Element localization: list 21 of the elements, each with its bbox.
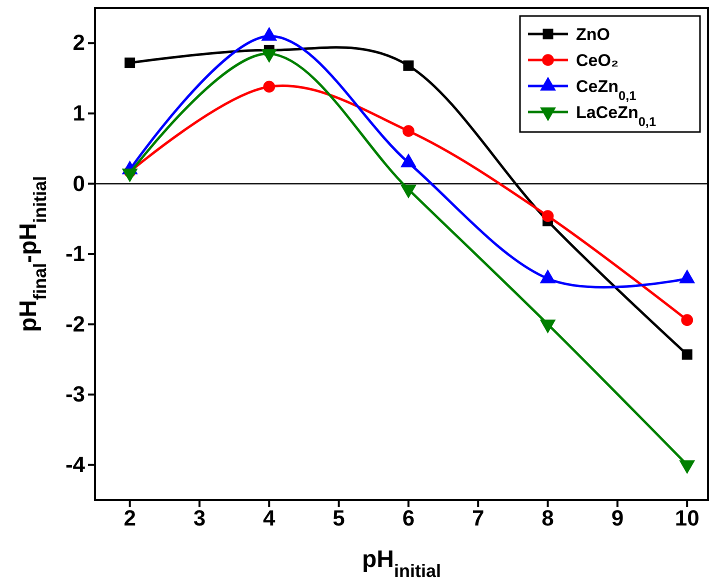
y-tick-label: 0 <box>72 170 85 196</box>
y-tick-label: -4 <box>65 452 86 477</box>
x-tick-label: 2 <box>124 506 136 531</box>
x-tick-label: 10 <box>674 506 700 531</box>
x-tick-label: 3 <box>193 506 206 531</box>
x-tick-label: 5 <box>332 506 345 531</box>
y-tick-label: 2 <box>72 30 85 56</box>
x-tick-label: 4 <box>263 506 276 531</box>
x-tick-label: 7 <box>472 506 484 531</box>
x-tick-label: 8 <box>542 506 554 531</box>
y-tick-label: -3 <box>65 382 85 407</box>
legend-label: CeO₂ <box>576 51 619 70</box>
y-tick-label: -1 <box>65 241 85 266</box>
y-tick-label: -2 <box>65 311 85 336</box>
x-tick-label: 6 <box>402 506 415 531</box>
legend-label: ZnO <box>576 25 610 44</box>
legend-label: CeZn$_{0,1}$ <box>576 77 636 102</box>
y-tick-label: 1 <box>72 100 85 126</box>
x-axis-title: pH$_{initial}$ <box>362 546 442 581</box>
legend-label: LaCeZn$_{0,1}$ <box>576 103 656 128</box>
x-tick-label: 9 <box>611 506 624 531</box>
